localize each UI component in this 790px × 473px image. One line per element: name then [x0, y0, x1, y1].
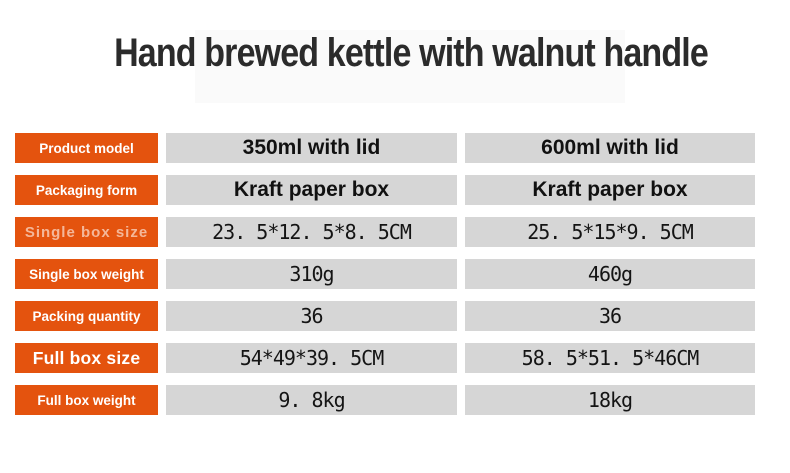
value-full-box-weight-600: 18kg: [465, 385, 755, 415]
spec-table: Product model 350ml with lid 600ml with …: [15, 133, 755, 415]
row-label-single-box-weight: Single box weight: [15, 259, 158, 289]
title-background-band: [195, 30, 625, 103]
value-packaging-form-350: Kraft paper box: [166, 175, 457, 205]
value-full-box-size-350: 54*49*39. 5CM: [166, 343, 457, 373]
value-product-model-600: 600ml with lid: [465, 133, 755, 163]
row-label-full-box-size: Full box size: [15, 343, 158, 373]
page-title: Hand brewed kettle with walnut handle: [114, 31, 709, 75]
row-label-single-box-size: Single box size: [15, 217, 158, 247]
row-label-packaging-form: Packaging form: [15, 175, 158, 205]
value-packaging-form-600: Kraft paper box: [465, 175, 755, 205]
value-single-box-size-600: 25. 5*15*9. 5CM: [465, 217, 755, 247]
value-packing-quantity-600: 36: [465, 301, 755, 331]
value-single-box-weight-350: 310g: [166, 259, 457, 289]
value-product-model-350: 350ml with lid: [166, 133, 457, 163]
value-single-box-size-350: 23. 5*12. 5*8. 5CM: [166, 217, 457, 247]
value-full-box-weight-350: 9. 8kg: [166, 385, 457, 415]
row-label-full-box-weight: Full box weight: [15, 385, 158, 415]
value-full-box-size-600: 58. 5*51. 5*46CM: [465, 343, 755, 373]
row-label-packing-quantity: Packing quantity: [15, 301, 158, 331]
value-packing-quantity-350: 36: [166, 301, 457, 331]
value-single-box-weight-600: 460g: [465, 259, 755, 289]
row-label-product-model: Product model: [15, 133, 158, 163]
